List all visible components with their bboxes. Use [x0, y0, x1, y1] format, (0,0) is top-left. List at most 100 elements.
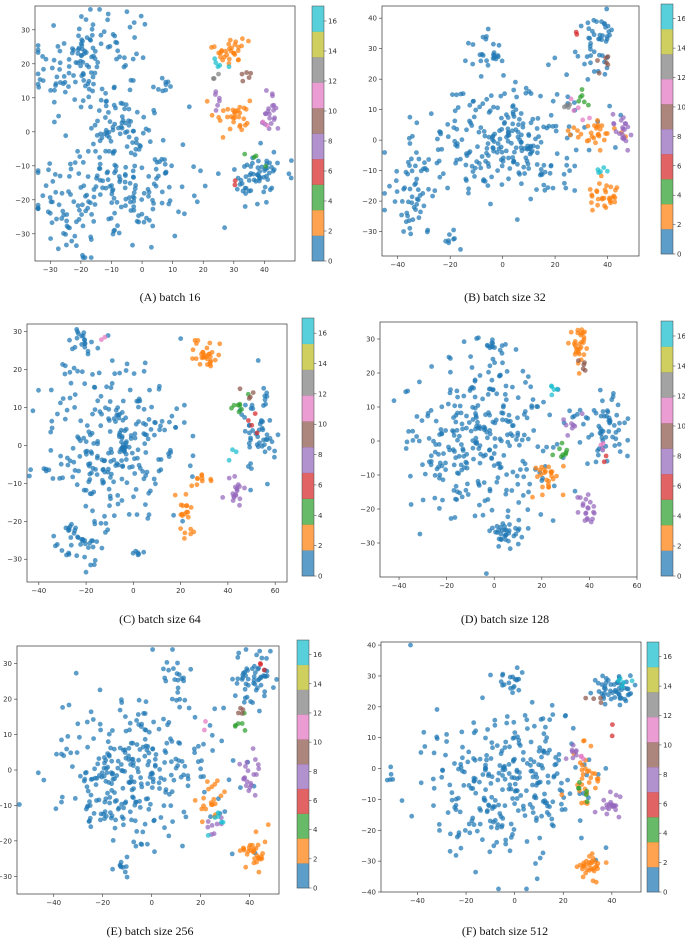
scatter-point	[520, 121, 526, 126]
scatter-point	[509, 775, 515, 780]
scatter-point	[65, 462, 71, 468]
scatter-point	[415, 187, 421, 193]
scatter-point	[502, 392, 508, 397]
colorbar-segment	[312, 159, 324, 185]
panel-e: −40 −20 0 20 40 −30 −20 −10 0 10 20 30 0 2 4 6 8 10 12 14…	[0, 636, 340, 946]
scatter-point	[215, 102, 221, 108]
scatter-point	[153, 752, 159, 757]
colorbar-segment	[312, 235, 324, 262]
scatter-point	[550, 712, 556, 717]
scatter-point	[122, 185, 128, 191]
scatter-point	[480, 396, 485, 402]
scatter-point	[199, 806, 205, 812]
scatter-point	[35, 47, 41, 53]
scatter-point	[248, 435, 253, 441]
scatter-point	[246, 464, 251, 469]
scatter-point	[88, 562, 93, 568]
scatter-point	[503, 491, 509, 497]
scatter-point	[53, 806, 59, 812]
scatter-point	[463, 58, 468, 64]
scatter-point	[247, 172, 253, 178]
scatter-point	[505, 115, 511, 120]
scatter-point	[524, 415, 530, 421]
scatter-point	[517, 442, 522, 448]
scatter-point	[105, 790, 110, 796]
scatter-point	[422, 744, 428, 749]
scatter-point	[546, 812, 552, 818]
scatter-point	[498, 93, 504, 99]
scatter-point	[514, 437, 519, 442]
scatter-point	[467, 830, 473, 836]
scatter-point	[252, 670, 258, 675]
scatter-point	[455, 394, 460, 400]
scatter-point	[249, 422, 255, 428]
scatter-point	[253, 178, 259, 184]
x-tick-label: 30	[229, 266, 238, 274]
scatter-point	[233, 492, 239, 497]
colorbar-tick-label: 8	[328, 138, 332, 146]
scatter-point	[453, 455, 459, 461]
scatter-point	[248, 487, 254, 493]
scatter-point	[460, 448, 466, 453]
scatter-point	[134, 742, 140, 747]
y-tick-label: 20	[368, 76, 377, 84]
scatter-point	[599, 123, 605, 128]
scatter-point	[608, 184, 614, 190]
scatter-point	[403, 219, 409, 225]
scatter-point	[492, 722, 498, 728]
scatter-point	[458, 247, 463, 252]
scatter-point	[190, 347, 196, 353]
scatter-point	[231, 119, 237, 125]
scatter-point	[593, 140, 598, 146]
x-tick-label: 40	[245, 899, 254, 907]
scatter-point	[457, 403, 463, 409]
scatter-point	[585, 77, 591, 82]
scatter-point	[418, 168, 424, 174]
scatter-point	[201, 741, 206, 747]
scatter-point	[138, 13, 144, 19]
colorbar-tick-label: 16	[318, 330, 327, 338]
scatter-point	[604, 6, 610, 12]
scatter-point	[156, 780, 162, 786]
scatter-point	[88, 709, 94, 715]
scatter-point	[480, 772, 486, 777]
colorbar-segment	[647, 742, 659, 768]
x-tick-label: −20	[459, 897, 474, 905]
scatter-point	[74, 219, 79, 225]
scatter-point	[454, 427, 460, 433]
scatter-point	[536, 748, 542, 754]
scatter-point	[490, 525, 495, 531]
scatter-point	[416, 215, 422, 221]
scatter-marks	[391, 327, 631, 576]
scatter-point	[182, 511, 188, 517]
scatter-point	[561, 171, 567, 177]
scatter-point	[490, 356, 496, 362]
scatter-point	[66, 702, 72, 708]
scatter-point	[525, 507, 531, 513]
scatter-point	[86, 94, 92, 100]
scatter-point	[510, 384, 515, 390]
scatter-point	[92, 521, 98, 527]
scatter-point	[253, 757, 258, 762]
scatter-point	[90, 538, 96, 544]
scatter-point	[267, 111, 272, 117]
scatter-point	[101, 765, 107, 771]
scatter-point	[88, 824, 94, 830]
scatter-point	[112, 790, 117, 795]
scatter-point	[471, 456, 476, 462]
scatter-point	[522, 713, 528, 718]
scatter-point	[275, 160, 280, 166]
scatter-point	[553, 761, 559, 767]
scatter-point	[266, 106, 271, 111]
scatter-point	[564, 162, 570, 168]
scatter-point	[409, 156, 414, 162]
scatter-point	[219, 738, 225, 744]
scatter-point	[63, 133, 69, 139]
scatter-point	[187, 463, 193, 469]
scatter-point	[496, 146, 502, 152]
scatter-point	[64, 552, 69, 558]
scatter-point	[553, 128, 559, 134]
scatter-point	[113, 39, 118, 45]
